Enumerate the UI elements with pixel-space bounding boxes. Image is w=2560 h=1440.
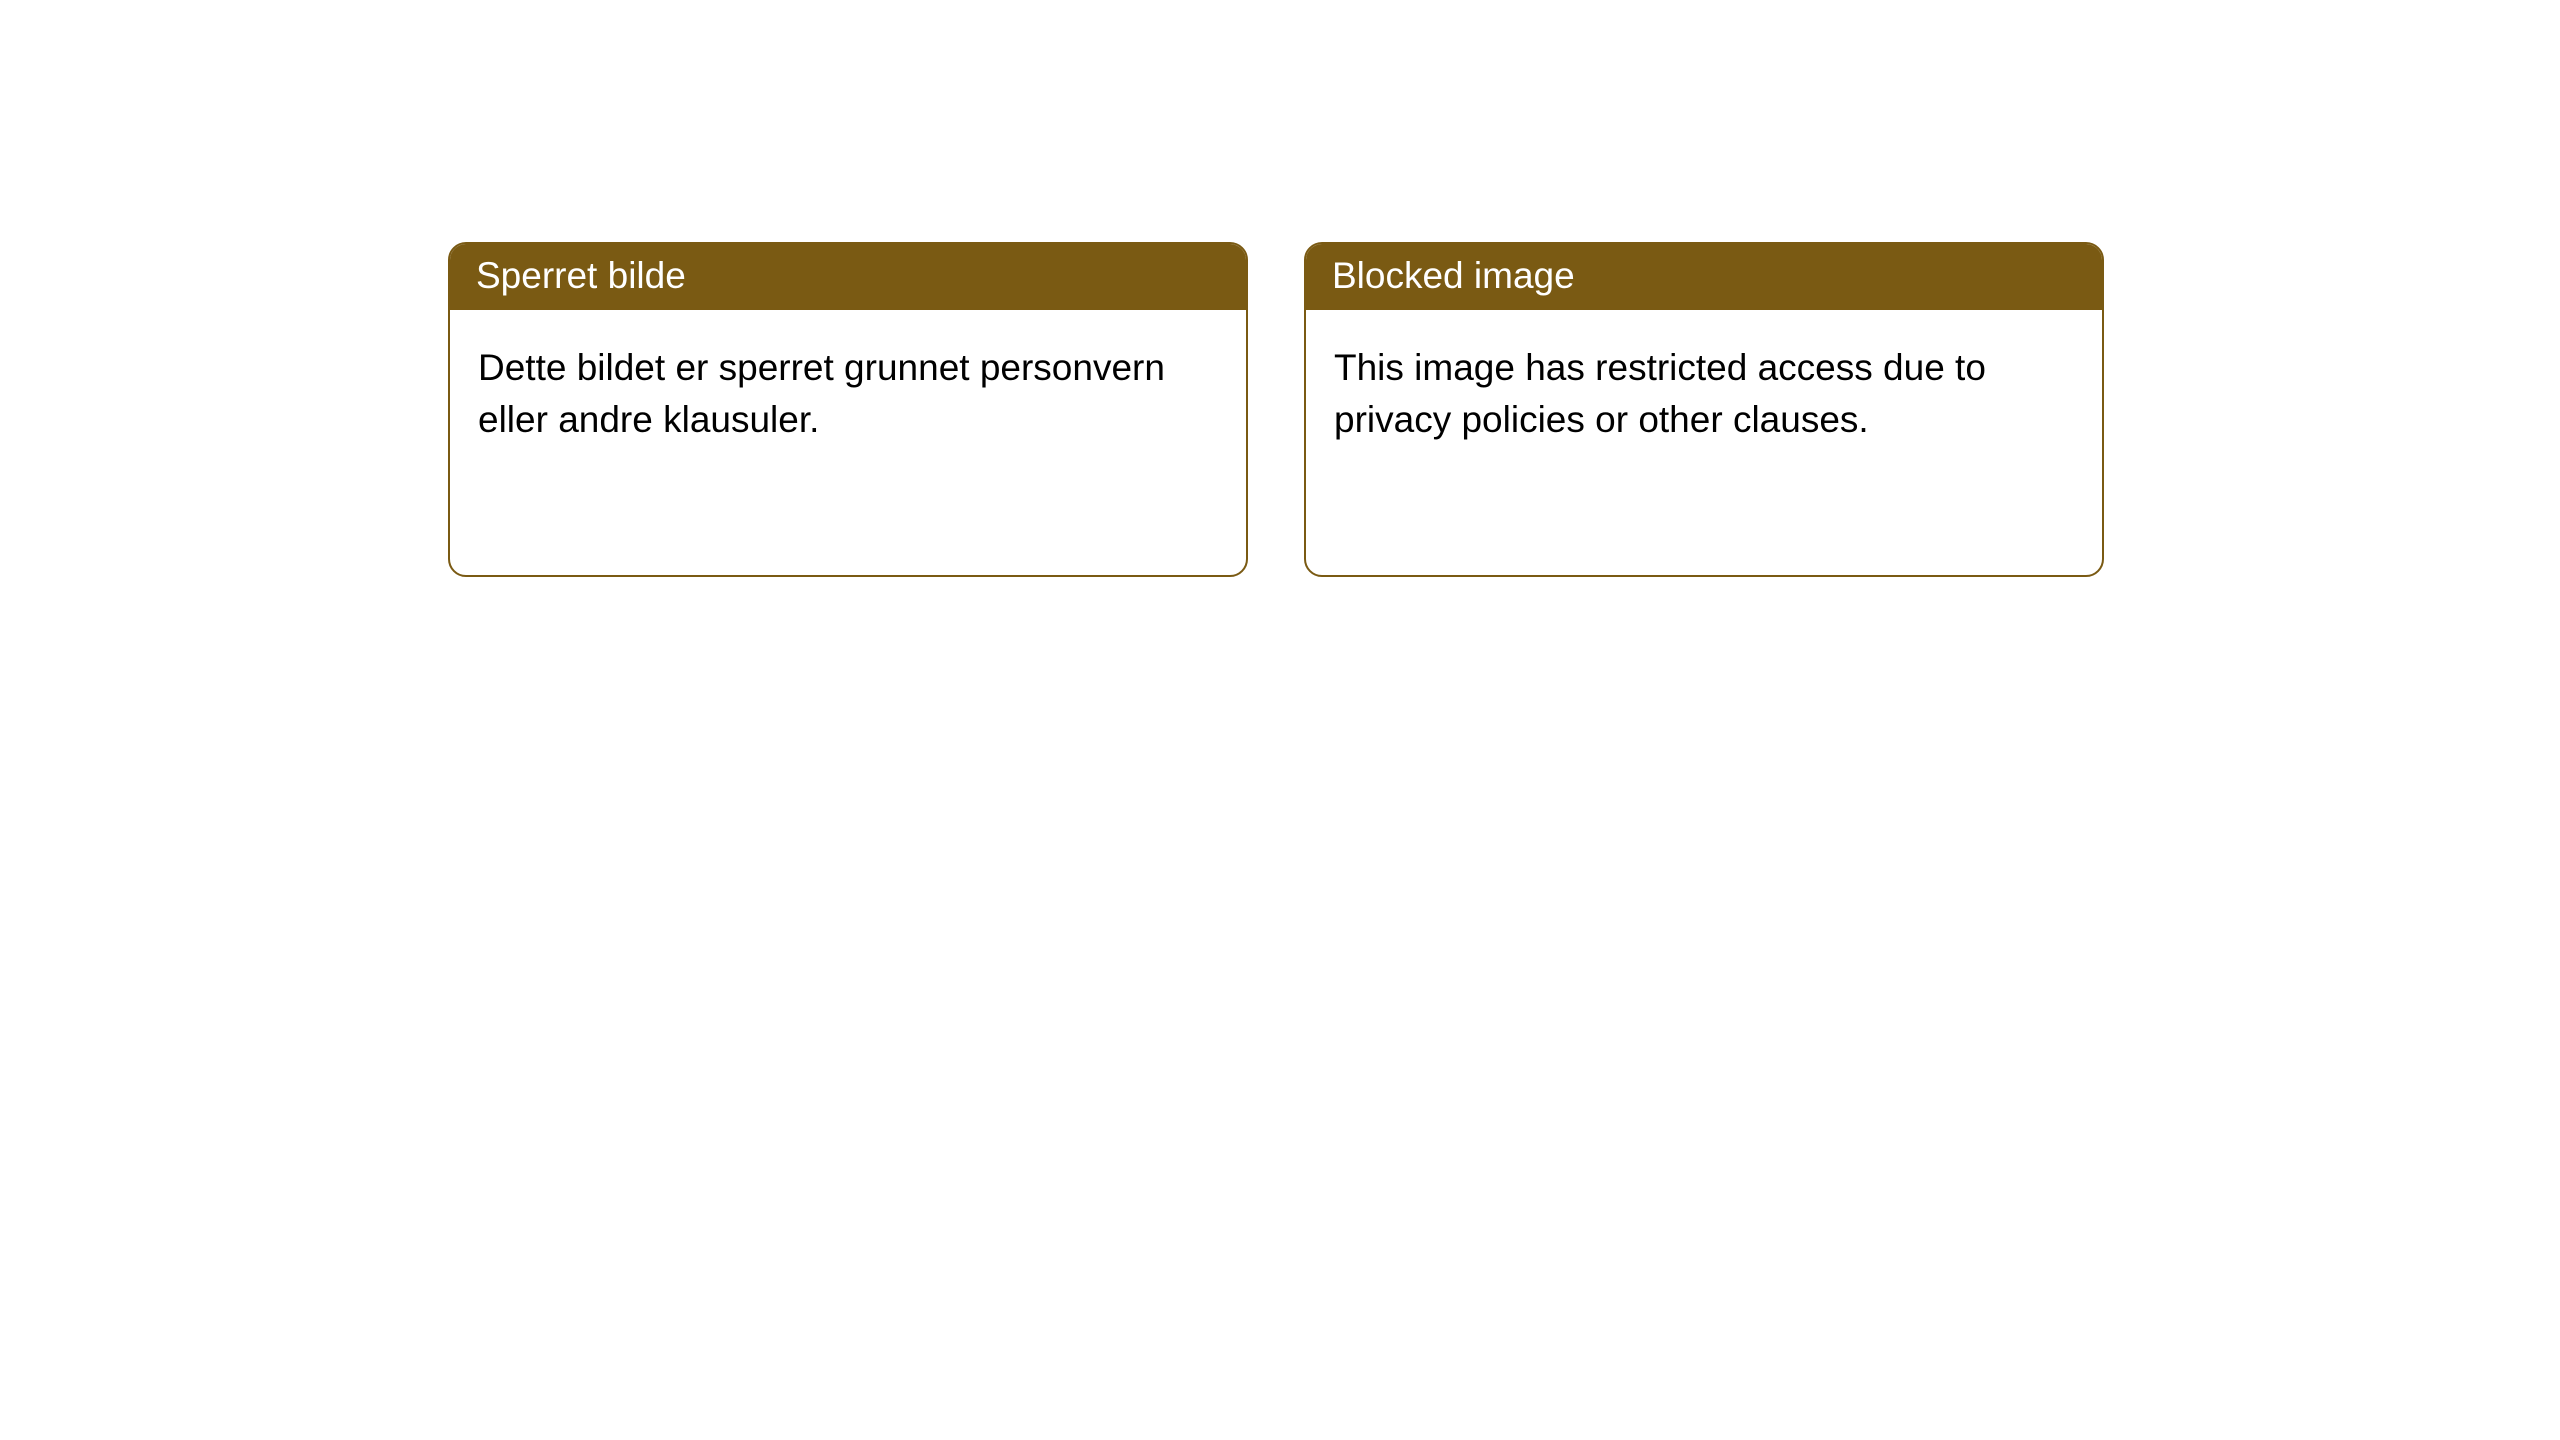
card-header-en: Blocked image — [1306, 244, 2102, 310]
card-body-en: This image has restricted access due to … — [1306, 310, 2102, 478]
blocked-image-card-en: Blocked image This image has restricted … — [1304, 242, 2104, 577]
card-title-en: Blocked image — [1332, 255, 1575, 296]
cards-container: Sperret bilde Dette bildet er sperret gr… — [0, 0, 2560, 577]
card-body-text-en: This image has restricted access due to … — [1334, 347, 1986, 440]
blocked-image-card-no: Sperret bilde Dette bildet er sperret gr… — [448, 242, 1248, 577]
card-header-no: Sperret bilde — [450, 244, 1246, 310]
card-title-no: Sperret bilde — [476, 255, 686, 296]
card-body-text-no: Dette bildet er sperret grunnet personve… — [478, 347, 1165, 440]
card-body-no: Dette bildet er sperret grunnet personve… — [450, 310, 1246, 478]
